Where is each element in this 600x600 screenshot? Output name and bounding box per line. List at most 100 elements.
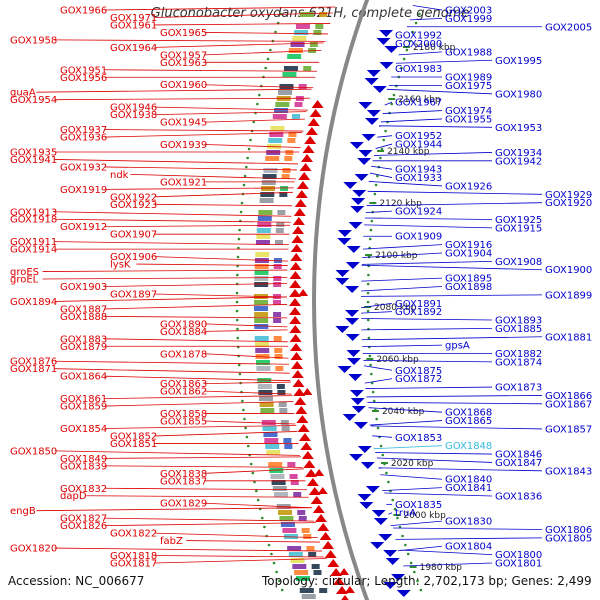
gene-label[interactable]: GOX1841 [445,483,492,494]
gene-label[interactable]: GOX1850 [10,446,57,457]
gene-label[interactable]: GOX1971 [110,13,157,24]
gene-label[interactable]: GOX1923 [110,200,157,211]
gene-label[interactable]: GOX1966 [60,6,107,17]
gene-label[interactable]: GOX1915 [495,223,542,234]
gene-label[interactable]: GOX1888 [60,312,107,323]
gene-label[interactable]: GOX1820 [10,544,57,555]
gene-label[interactable]: GOX1906 [110,252,157,263]
gene-label[interactable]: GOX1857 [545,424,592,435]
gene-label[interactable]: GOX1818 [110,551,157,562]
gene-label[interactable]: GOX1878 [160,349,207,360]
gene-label[interactable]: GOX1862 [160,387,207,398]
gene-label[interactable]: GOX1866 [545,391,592,402]
gene-label[interactable]: GOX1933 [395,173,442,184]
gene-label[interactable]: guaA [10,88,36,99]
gene-label[interactable]: GOX1939 [160,140,207,151]
gene-label[interactable]: GOX1835 [395,500,442,511]
gene-label[interactable]: GOX1975 [445,81,492,92]
gene-label[interactable]: GOX1964 [110,43,157,54]
gene-label[interactable]: GOX1955 [445,114,492,125]
gene-label[interactable]: GOX1963 [160,58,207,69]
gene-label[interactable]: GOX1852 [110,431,157,442]
gene-label[interactable]: GOX1942 [495,156,542,167]
gene-label[interactable]: GOX2003 [445,6,492,17]
gene-label[interactable]: GOX1965 [160,28,207,39]
gene-label[interactable]: GOX1914 [10,245,57,256]
gene-label[interactable]: GOX1903 [60,282,107,293]
gene-label[interactable]: GOX1945 [160,118,207,129]
gene-label[interactable]: GOX1938 [110,110,157,121]
gene-label[interactable]: GOX1941 [10,155,57,166]
gene-label[interactable]: GOX1855 [160,417,207,428]
gene-label[interactable]: GOX1853 [395,433,442,444]
gene-label[interactable]: GOX1879 [60,342,107,353]
gene-label[interactable]: GOX1911 [10,237,57,248]
gene-label[interactable]: GOX1908 [495,257,542,268]
gene-label[interactable]: GOX1995 [495,56,542,67]
gene-label[interactable]: GOX1805 [545,533,592,544]
gene-label[interactable]: GOX1838 [160,469,207,480]
gene-label[interactable]: GOX1956 [60,73,107,84]
gene-label[interactable]: GOX1951 [60,65,107,76]
gene-label[interactable]: GOX1876 [10,357,57,368]
gene-label[interactable]: GOX1953 [495,123,542,134]
gene-label[interactable]: GOX1974 [445,106,492,117]
gene-label[interactable]: GOX1859 [60,402,107,413]
gene-label[interactable]: groEL [10,275,39,286]
gene-label[interactable]: GOX1895 [445,274,492,285]
gene-label[interactable]: GOX1863 [160,379,207,390]
gene-label[interactable]: GOX1875 [395,366,442,377]
gene-label[interactable]: GOX1919 [60,185,107,196]
gene-label[interactable]: GOX1837 [160,476,207,487]
gene-label[interactable]: GOX1800 [495,550,542,561]
gene-label[interactable]: GOX1909 [395,232,442,243]
gene-label[interactable]: GOX1871 [10,364,57,375]
gene-label[interactable]: GOX1961 [110,20,157,31]
gene-label[interactable]: ndk [110,170,129,181]
gene-label[interactable]: GOX1827 [60,514,107,525]
gene-label[interactable]: GOX1958 [10,35,57,46]
gene-label[interactable]: GOX1836 [495,491,542,502]
gene-label[interactable]: GOX1926 [445,181,492,192]
gene-label[interactable]: GOX1925 [495,215,542,226]
gene-label[interactable]: GOX1936 [60,133,107,144]
gene-label[interactable]: GOX1874 [495,357,542,368]
gene-label[interactable]: GOX1883 [60,334,107,345]
gene-label[interactable]: GOX1893 [495,316,542,327]
gene-label[interactable]: GOX1988 [445,47,492,58]
gene-label[interactable]: GOX1822 [110,529,157,540]
gene-label[interactable]: GOX1918 [10,215,57,226]
gene-label[interactable]: GOX1920 [545,198,592,209]
gene-label[interactable]: GOX1829 [160,499,207,510]
gene-label[interactable]: GOX1826 [60,521,107,532]
gene-label[interactable]: GOX1882 [495,349,542,360]
gene-label[interactable]: GOX1840 [445,475,492,486]
gene-label[interactable]: GOX1980 [495,89,542,100]
gene-label[interactable]: GOX1881 [545,332,592,343]
gene-label[interactable]: GOX1891 [395,299,442,310]
gene-label[interactable]: GOX1944 [395,140,442,151]
gene-label[interactable]: GOX1849 [60,454,107,465]
gene-label[interactable]: GOX1885 [495,324,542,335]
gene-label[interactable]: truA [395,508,416,519]
gene-label[interactable]: GOX1912 [60,222,107,233]
gene-label[interactable]: GOX1873 [495,383,542,394]
gene-label[interactable]: GOX1843 [545,466,592,477]
gene-label[interactable]: GOX1921 [160,177,207,188]
gene-label[interactable]: GOX1967 [395,98,442,109]
gene-label[interactable]: gpsA [445,341,470,352]
gene-label[interactable]: GOX1900 [545,265,592,276]
gene-label[interactable]: GOX1913 [10,207,57,218]
gene-label[interactable]: GOX1904 [445,248,492,259]
gene-label[interactable]: GOX1804 [445,542,492,553]
gene-label[interactable]: GOX1872 [395,374,442,385]
gene-label[interactable]: GOX1899 [545,290,592,301]
gene-label[interactable]: GOX1937 [60,125,107,136]
gene-label[interactable]: GOX1890 [160,319,207,330]
gene-label[interactable]: GOX1916 [445,240,492,251]
gene-label[interactable]: GOX1847 [495,458,542,469]
gene-label[interactable]: GOX1932 [60,162,107,173]
gene-label[interactable]: GOX1858 [160,409,207,420]
gene-label[interactable]: GOX1864 [60,372,107,383]
gene-label[interactable]: engB [10,506,36,517]
